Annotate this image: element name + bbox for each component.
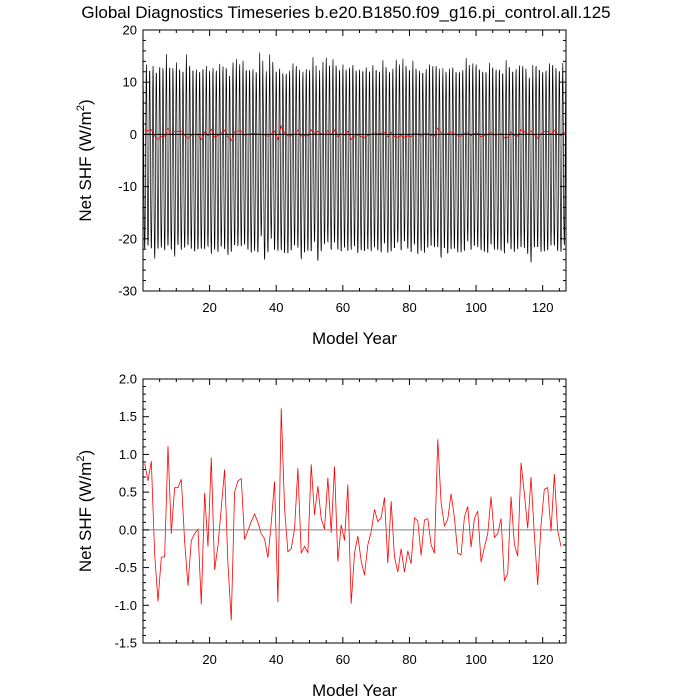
x-tick-label: 100 (465, 300, 487, 315)
series-group (143, 52, 566, 263)
y-axis-label-main: Net SHF (W/m (76, 111, 95, 222)
y-tick-label: -0.5 (115, 560, 137, 575)
x-tick-label: 60 (336, 300, 350, 315)
y-tick-label: 0.0 (119, 522, 137, 537)
monthly-series-line (143, 52, 566, 263)
x-axis-label: Model Year (312, 329, 397, 348)
y-tick-label: -10 (118, 179, 137, 194)
y-tick-label: 10 (123, 75, 137, 90)
y-tick-label: -1.0 (115, 598, 137, 613)
y-axis-label-superscript: 2 (75, 456, 87, 462)
plot-frame (142, 378, 567, 644)
x-tick-label: 80 (402, 652, 416, 667)
x-tick-label: 20 (202, 652, 216, 667)
y-tick-label: 1.0 (119, 447, 137, 462)
x-tick-label: 120 (532, 300, 554, 315)
y-tick-label: -1.5 (115, 636, 137, 651)
x-tick-label: 100 (465, 652, 487, 667)
series-group (144, 408, 562, 621)
y-tick-label: 0 (130, 127, 137, 142)
y-axis-label: Net SHF (W/m2) (75, 450, 95, 572)
y-tick-label: -30 (118, 284, 137, 299)
annual-series-line (144, 124, 566, 142)
top-panel: 20 40 60 80 100 120 -30 -20 -10 0 10 20 Model Year Ne… (75, 23, 567, 348)
y-axis-label-suffix: ) (76, 450, 95, 456)
x-tick-label: 60 (336, 652, 350, 667)
x-tick-label: 80 (402, 300, 416, 315)
y-tick-label: 0.5 (119, 485, 137, 500)
y-tick-label: 1.5 (119, 409, 137, 424)
x-tick-label: 40 (269, 652, 283, 667)
x-tick-label: 20 (202, 300, 216, 315)
y-tick-label: -20 (118, 231, 137, 246)
y-axis-label-superscript: 2 (75, 105, 87, 111)
y-tick-label: 20 (123, 23, 137, 38)
y-axis-label-main: Net SHF (W/m (76, 462, 95, 573)
x-axis-label: Model Year (312, 681, 397, 700)
bottom-panel: 20 40 60 80 100 120 -1.5 -1.0 -0.5 0.0 0.5 1.0 1.5 2.… (75, 372, 567, 700)
figure-title: Global Diagnostics Timeseries b.e20.B185… (81, 3, 610, 22)
x-tick-label: 120 (532, 652, 554, 667)
y-axis-label-suffix: ) (76, 99, 95, 105)
y-axis-label: Net SHF (W/m2) (75, 99, 95, 221)
x-tick-label: 40 (269, 300, 283, 315)
y-tick-label: 2.0 (119, 372, 137, 387)
annual-series-line (144, 408, 562, 621)
plot-frame (142, 29, 567, 292)
